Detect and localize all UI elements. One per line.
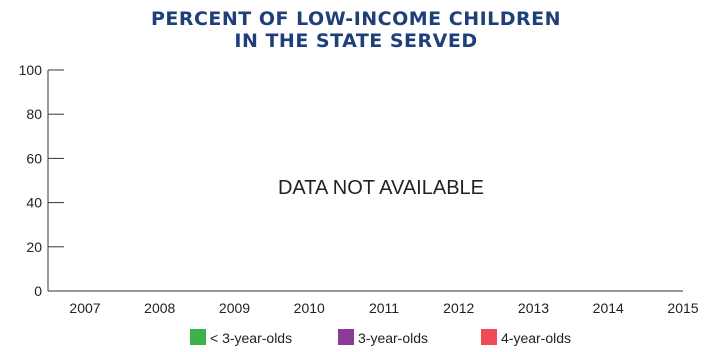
chart-title: PERCENT OF LOW-INCOME CHILDREN IN THE ST… [0,8,712,52]
x-axis-ticks: 2007 2008 2009 2010 2011 2012 2013 2014 2015 [69,300,698,316]
x-tick-label: 2010 [294,300,325,316]
y-tick-label: 100 [19,62,43,78]
data-not-available-label: DATA NOT AVAILABLE [278,177,484,199]
x-tick-label: 2014 [593,300,624,316]
y-axis-ticks: 0 20 40 60 80 100 [19,62,64,299]
chart-title-line-1: PERCENT OF LOW-INCOME CHILDREN [150,8,562,30]
legend-label: 3-year-olds [358,330,428,346]
legend-label: < 3-year-olds [210,330,292,346]
y-tick-label: 20 [26,239,42,255]
x-tick-label: 2013 [518,300,549,316]
y-tick-label: 60 [26,150,42,166]
legend-swatch [190,329,206,345]
axes [47,70,683,292]
x-tick-label: 2007 [69,300,100,316]
chart-title-line-2: IN THE STATE SERVED [234,30,478,52]
x-tick-label: 2011 [369,300,399,316]
y-tick-label: 0 [34,283,42,299]
legend-swatch [338,329,354,345]
legend: < 3-year-olds 3-year-olds 4-year-olds [190,329,571,346]
x-tick-label: 2012 [443,300,474,316]
y-tick-label: 40 [26,195,42,211]
legend-swatch [481,329,497,345]
x-tick-label: 2015 [667,300,698,316]
x-tick-label: 2009 [219,300,250,316]
x-tick-label: 2008 [144,300,175,316]
y-tick-label: 80 [26,106,42,122]
legend-label: 4-year-olds [501,330,571,346]
